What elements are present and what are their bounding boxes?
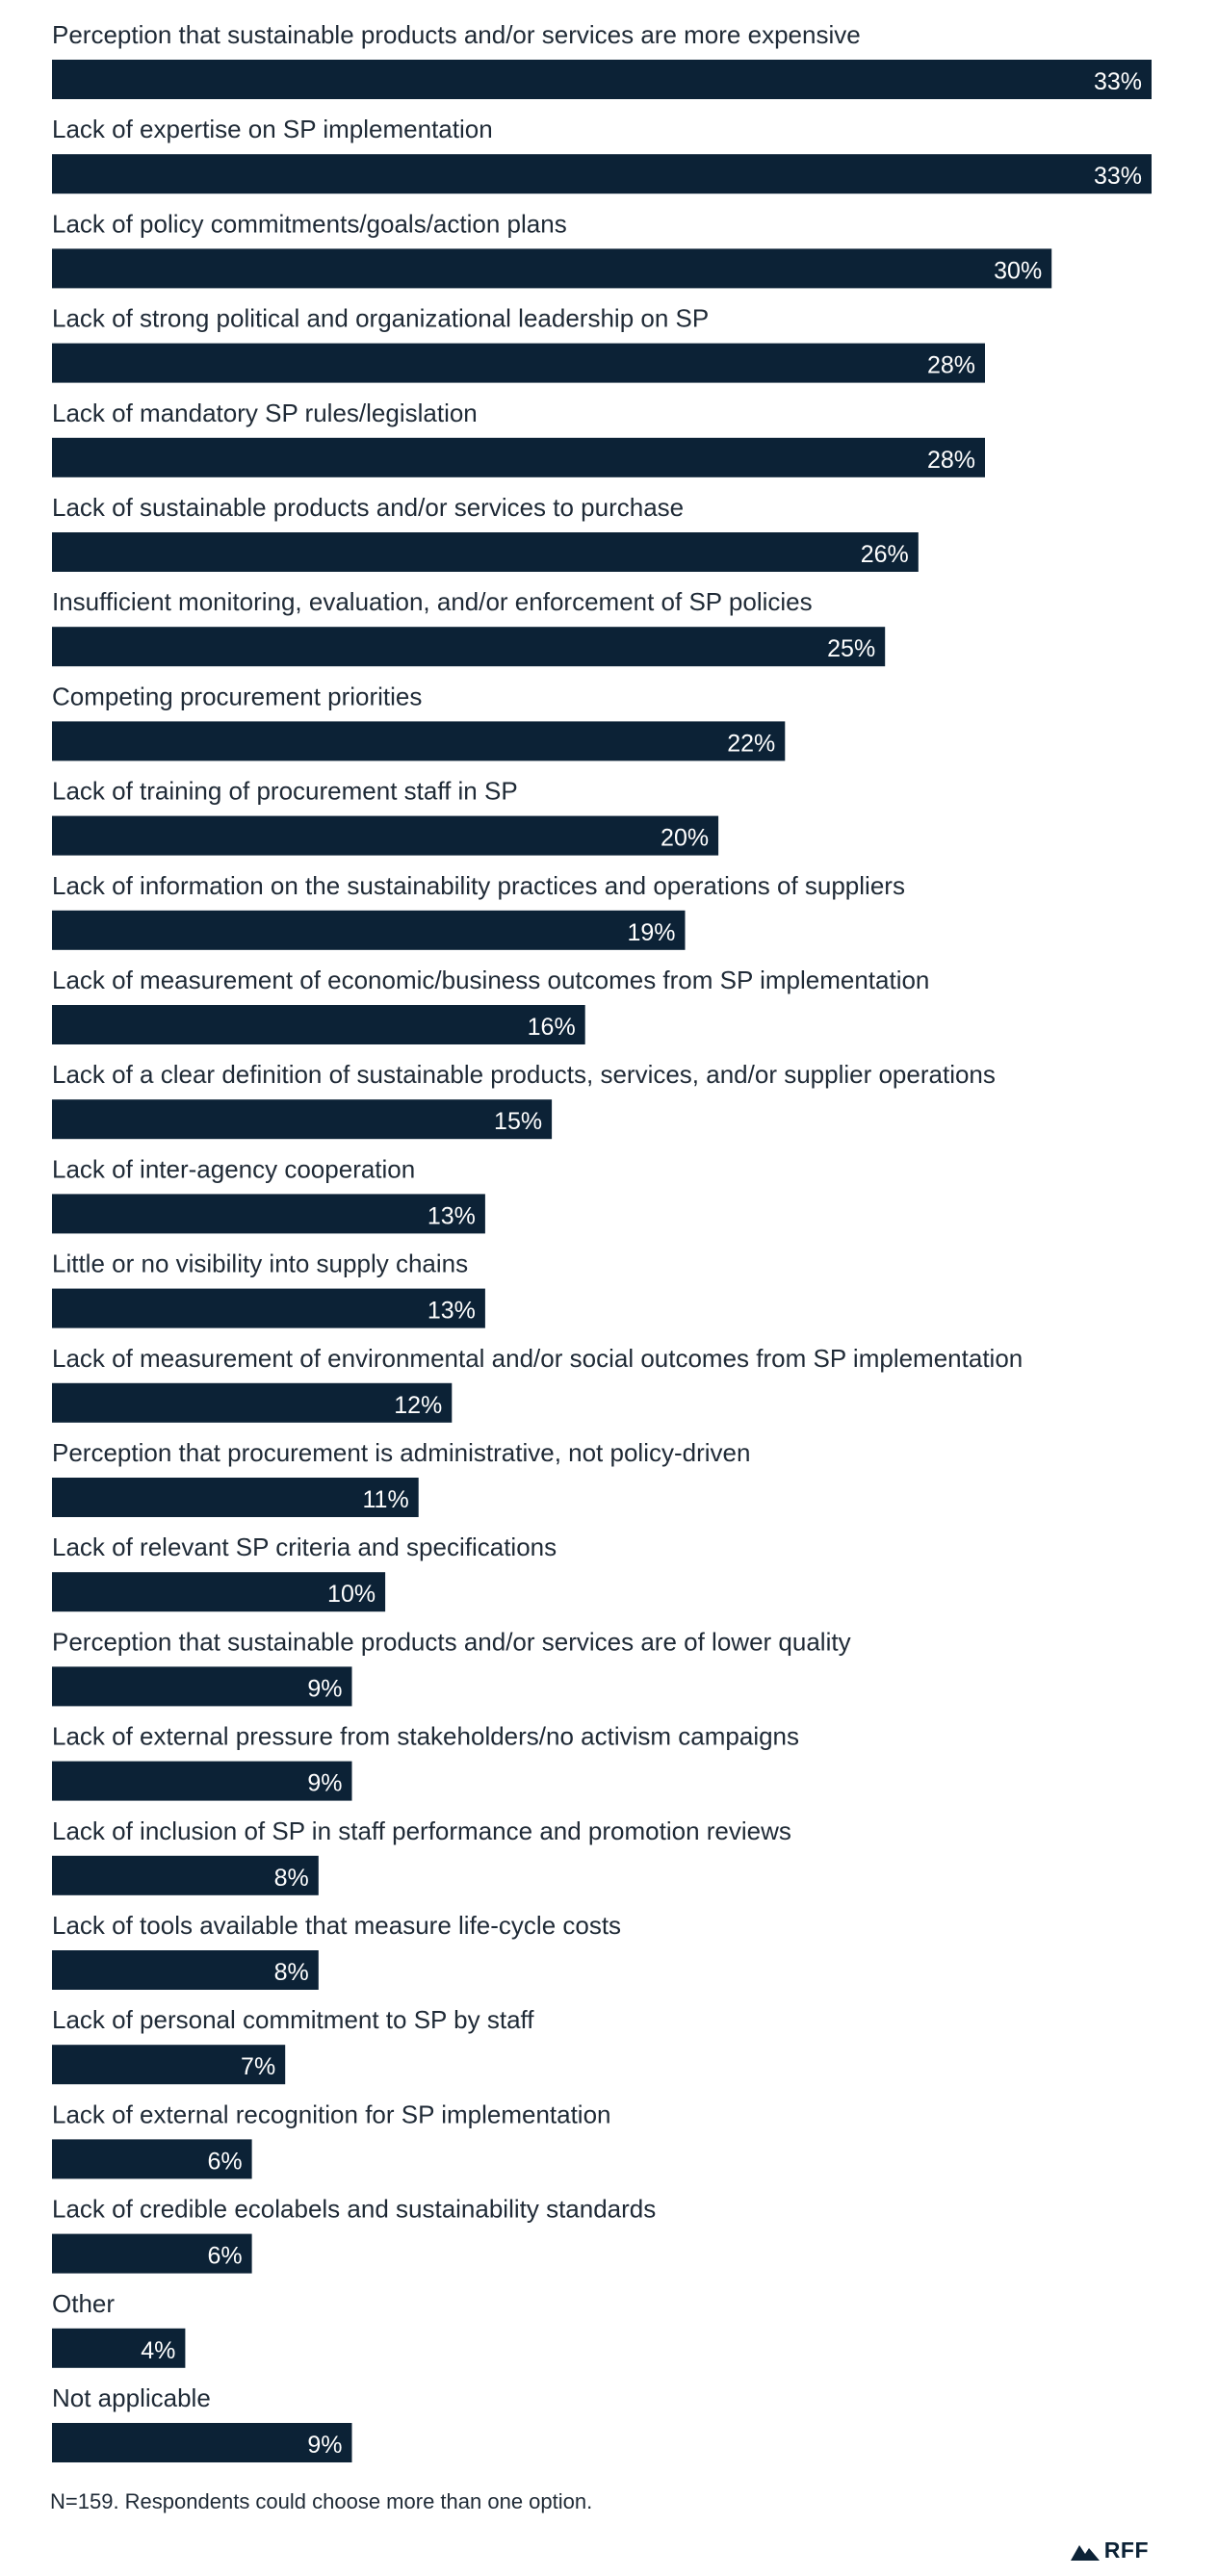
bar bbox=[52, 2328, 186, 2368]
bar bbox=[52, 2139, 252, 2179]
category-label: Lack of measurement of environmental and… bbox=[52, 1344, 1023, 1373]
mountain-logo-icon bbox=[1070, 2544, 1100, 2561]
value-label: 8% bbox=[274, 1959, 309, 1986]
value-label: 6% bbox=[207, 2243, 242, 2270]
value-label: 12% bbox=[394, 1392, 442, 1419]
value-label: 30% bbox=[994, 257, 1042, 284]
bar bbox=[52, 1761, 352, 1801]
category-label: Little or no visibility into supply chai… bbox=[52, 1249, 468, 1278]
category-label: Perception that sustainable products and… bbox=[52, 20, 861, 49]
bar bbox=[52, 343, 985, 383]
bar bbox=[52, 248, 1052, 289]
value-label: 22% bbox=[727, 730, 775, 757]
value-label: 13% bbox=[428, 1202, 476, 1229]
value-label: 20% bbox=[661, 825, 709, 852]
value-label: 9% bbox=[307, 1675, 342, 1702]
value-label: 9% bbox=[307, 1770, 342, 1797]
category-label: Lack of inter-agency cooperation bbox=[52, 1154, 415, 1183]
category-label: Competing procurement priorities bbox=[52, 682, 422, 710]
brand-logo: RFF bbox=[1070, 2537, 1149, 2563]
category-label: Perception that procurement is administr… bbox=[52, 1438, 750, 1467]
value-label: 25% bbox=[827, 635, 875, 662]
bar bbox=[52, 2233, 252, 2274]
category-label: Lack of inclusion of SP in staff perform… bbox=[52, 1816, 791, 1845]
category-label: Lack of strong political and organizatio… bbox=[52, 304, 709, 333]
value-label: 28% bbox=[927, 447, 975, 474]
category-label: Lack of external pressure from stakehold… bbox=[52, 1722, 799, 1751]
category-label: Other bbox=[52, 2289, 115, 2318]
bar bbox=[52, 910, 686, 950]
value-label: 33% bbox=[1094, 163, 1142, 190]
value-label: 9% bbox=[307, 2432, 342, 2459]
value-label: 15% bbox=[494, 1108, 542, 1135]
bar bbox=[52, 1478, 419, 1517]
bar bbox=[52, 1194, 485, 1234]
bar bbox=[52, 437, 985, 477]
category-label: Not applicable bbox=[52, 2383, 211, 2412]
bar bbox=[52, 1099, 553, 1140]
bar bbox=[52, 627, 886, 667]
bar bbox=[52, 1382, 453, 1423]
category-label: Lack of expertise on SP implementation bbox=[52, 115, 493, 143]
footnote: N=159. Respondents could choose more tha… bbox=[50, 2489, 593, 2513]
brand-name: RFF bbox=[1103, 2537, 1149, 2563]
value-label: 10% bbox=[327, 1581, 376, 1608]
bar bbox=[52, 815, 719, 856]
category-label: Lack of a clear definition of sustainabl… bbox=[52, 1060, 996, 1089]
value-label: 4% bbox=[141, 2337, 175, 2364]
category-label: Lack of mandatory SP rules/legislation bbox=[52, 399, 478, 427]
category-label: Lack of credible ecolabels and sustainab… bbox=[52, 2195, 656, 2224]
category-label: Insufficient monitoring, evaluation, and… bbox=[52, 587, 813, 616]
value-label: 11% bbox=[363, 1486, 409, 1513]
category-label: Perception that sustainable products and… bbox=[52, 1627, 851, 1656]
value-label: 8% bbox=[274, 1865, 309, 1892]
value-label: 28% bbox=[927, 352, 975, 379]
bar bbox=[52, 721, 786, 761]
value-label: 6% bbox=[207, 2148, 242, 2175]
bar bbox=[52, 1005, 585, 1044]
bar bbox=[52, 1950, 319, 1990]
value-label: 33% bbox=[1094, 68, 1142, 95]
bar bbox=[52, 60, 1152, 99]
category-label: Lack of training of procurement staff in… bbox=[52, 777, 518, 806]
bar bbox=[52, 154, 1152, 194]
value-label: 26% bbox=[861, 541, 909, 568]
category-label: Lack of personal commitment to SP by sta… bbox=[52, 2005, 534, 2034]
bar bbox=[52, 1666, 352, 1707]
value-label: 19% bbox=[627, 919, 675, 946]
bar bbox=[52, 1572, 386, 1612]
category-label: Lack of external recognition for SP impl… bbox=[52, 2099, 611, 2128]
category-label: Lack of tools available that measure lif… bbox=[52, 1911, 621, 1940]
value-label: 16% bbox=[528, 1014, 576, 1041]
category-label: Lack of sustainable products and/or serv… bbox=[52, 493, 684, 522]
bar bbox=[52, 532, 919, 572]
bar bbox=[52, 2423, 352, 2462]
category-label: Lack of relevant SP criteria and specifi… bbox=[52, 1533, 557, 1561]
bar bbox=[52, 2045, 286, 2085]
value-label: 13% bbox=[428, 1298, 476, 1325]
bar bbox=[52, 1288, 485, 1328]
category-label: Lack of policy commitments/goals/action … bbox=[52, 209, 567, 238]
value-label: 7% bbox=[241, 2053, 275, 2080]
bar bbox=[52, 1855, 319, 1895]
category-label: Lack of measurement of economic/business… bbox=[52, 966, 929, 994]
category-label: Lack of information on the sustainabilit… bbox=[52, 871, 905, 900]
